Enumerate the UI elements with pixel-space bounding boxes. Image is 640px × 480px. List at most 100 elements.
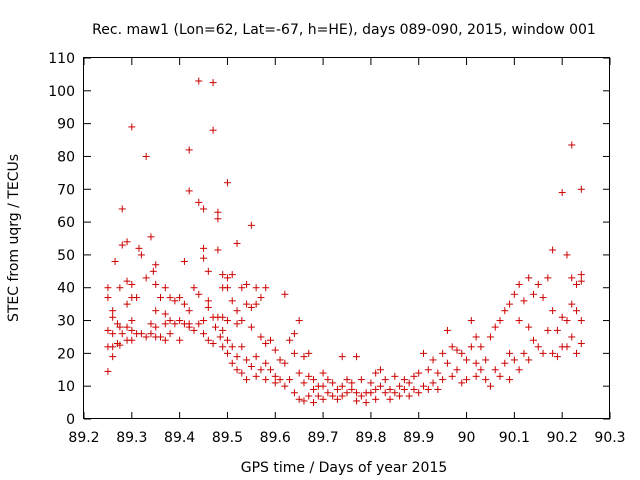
data-point <box>506 376 514 384</box>
data-point <box>520 349 528 357</box>
data-point <box>161 310 169 318</box>
y-tick-label: 20 <box>57 346 75 362</box>
y-tick-label: 60 <box>57 215 75 231</box>
data-point <box>233 239 241 247</box>
data-point <box>243 376 251 384</box>
data-point <box>549 349 557 357</box>
data-point <box>300 379 308 387</box>
y-tick-label: 50 <box>57 248 75 264</box>
data-point <box>314 392 322 400</box>
data-point <box>223 284 231 292</box>
data-point <box>539 294 547 302</box>
data-point <box>367 389 375 397</box>
data-point <box>396 382 404 390</box>
data-point <box>286 376 294 384</box>
data-point <box>118 205 126 213</box>
data-point <box>525 274 533 282</box>
data-point <box>157 333 165 341</box>
data-point <box>357 376 365 384</box>
y-tick-label: 0 <box>66 412 75 428</box>
data-point <box>137 330 145 338</box>
data-point <box>319 369 327 377</box>
data-point <box>243 280 251 288</box>
data-point <box>123 300 131 308</box>
y-axis-label: STEC from uqrg / TECUs <box>6 154 22 322</box>
data-point <box>410 372 418 380</box>
data-point <box>453 366 461 374</box>
data-point <box>243 300 251 308</box>
data-point <box>448 343 456 351</box>
data-point <box>453 346 461 354</box>
data-point <box>247 362 255 370</box>
y-tick-label: 80 <box>57 149 75 165</box>
data-point <box>420 349 428 357</box>
data-point <box>166 330 174 338</box>
data-point <box>563 317 571 325</box>
x-tick-label: 90.3 <box>594 430 625 446</box>
data-point <box>501 307 509 315</box>
data-point <box>281 382 289 390</box>
data-point <box>376 382 384 390</box>
data-point <box>116 284 124 292</box>
data-point <box>137 251 145 259</box>
plot-frame <box>83 57 610 419</box>
data-point <box>104 326 112 334</box>
x-tick-label: 89.2 <box>68 430 99 446</box>
data-point <box>396 392 404 400</box>
data-point <box>214 215 222 223</box>
data-point <box>472 372 480 380</box>
data-point <box>142 152 150 160</box>
data-point <box>577 277 585 285</box>
data-point <box>195 77 203 85</box>
data-point <box>372 395 380 403</box>
data-point <box>558 313 566 321</box>
data-point <box>568 300 576 308</box>
data-point <box>400 385 408 393</box>
data-point <box>429 356 437 364</box>
data-point <box>429 379 437 387</box>
data-point <box>135 244 143 252</box>
data-point <box>348 379 356 387</box>
data-point <box>386 385 394 393</box>
data-point <box>558 189 566 197</box>
data-point <box>266 336 274 344</box>
data-point <box>118 330 126 338</box>
data-point <box>252 353 260 361</box>
data-point <box>357 392 365 400</box>
data-point <box>491 323 499 331</box>
data-point <box>310 376 318 384</box>
y-tick-label: 100 <box>48 84 75 100</box>
data-point <box>109 307 117 315</box>
data-point <box>333 395 341 403</box>
data-point <box>157 294 165 302</box>
data-point <box>472 333 480 341</box>
data-point <box>185 187 193 195</box>
y-tick-label: 90 <box>57 117 75 133</box>
data-point <box>262 376 270 384</box>
data-point <box>486 333 494 341</box>
data-point <box>128 336 136 344</box>
data-point <box>353 353 361 361</box>
data-point <box>448 372 456 380</box>
data-point <box>515 317 523 325</box>
data-point <box>338 382 346 390</box>
data-point <box>247 221 255 229</box>
data-point <box>400 376 408 384</box>
data-point <box>200 330 208 338</box>
data-point <box>405 379 413 387</box>
x-tick-label: 90.1 <box>499 430 530 446</box>
data-point <box>486 382 494 390</box>
data-point <box>410 385 418 393</box>
data-point <box>544 274 552 282</box>
data-point <box>305 372 313 380</box>
data-point <box>262 284 270 292</box>
data-point <box>161 320 169 328</box>
data-point <box>204 336 212 344</box>
data-point <box>467 343 475 351</box>
data-point <box>276 376 284 384</box>
data-point <box>176 336 184 344</box>
data-point <box>563 343 571 351</box>
data-point <box>109 313 117 321</box>
data-point <box>290 330 298 338</box>
